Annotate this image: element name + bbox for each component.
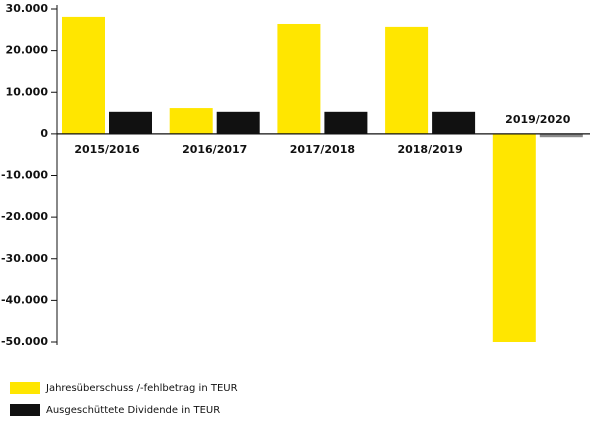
- bar: [324, 111, 368, 134]
- y-tick-label: -30.000: [1, 252, 48, 265]
- bar: [492, 133, 536, 342]
- bar: [277, 23, 321, 134]
- y-tick-label: 20.000: [6, 44, 49, 57]
- legend-swatch: [10, 382, 40, 394]
- y-tick-label: 0: [40, 127, 48, 140]
- bar: [109, 111, 152, 134]
- y-tick-label: -20.000: [1, 210, 48, 223]
- bar: [62, 16, 105, 134]
- legend-label: Ausgeschüttete Dividende in TEUR: [46, 405, 220, 416]
- y-tick-label: 10.000: [6, 85, 49, 98]
- y-tick-label: -50.000: [1, 335, 48, 348]
- y-tick-label: -40.000: [1, 293, 48, 306]
- bar: [539, 133, 583, 138]
- y-tick-label: 30.000: [6, 2, 49, 15]
- bar: [216, 111, 260, 134]
- x-tick-label: 2018/2019: [397, 143, 462, 156]
- legend-swatch: [10, 404, 40, 416]
- bar: [432, 111, 476, 134]
- legend-label: Jahresüberschuss /-fehlbetrag in TEUR: [45, 383, 238, 394]
- x-tick-label: 2015/2016: [74, 143, 140, 156]
- x-tick-label: 2019/2020: [505, 113, 571, 126]
- x-tick-label: 2016/2017: [182, 143, 247, 156]
- bar: [169, 108, 213, 134]
- y-tick-label: -10.000: [1, 169, 48, 182]
- bar: [385, 26, 429, 134]
- x-tick-label: 2017/2018: [290, 143, 355, 156]
